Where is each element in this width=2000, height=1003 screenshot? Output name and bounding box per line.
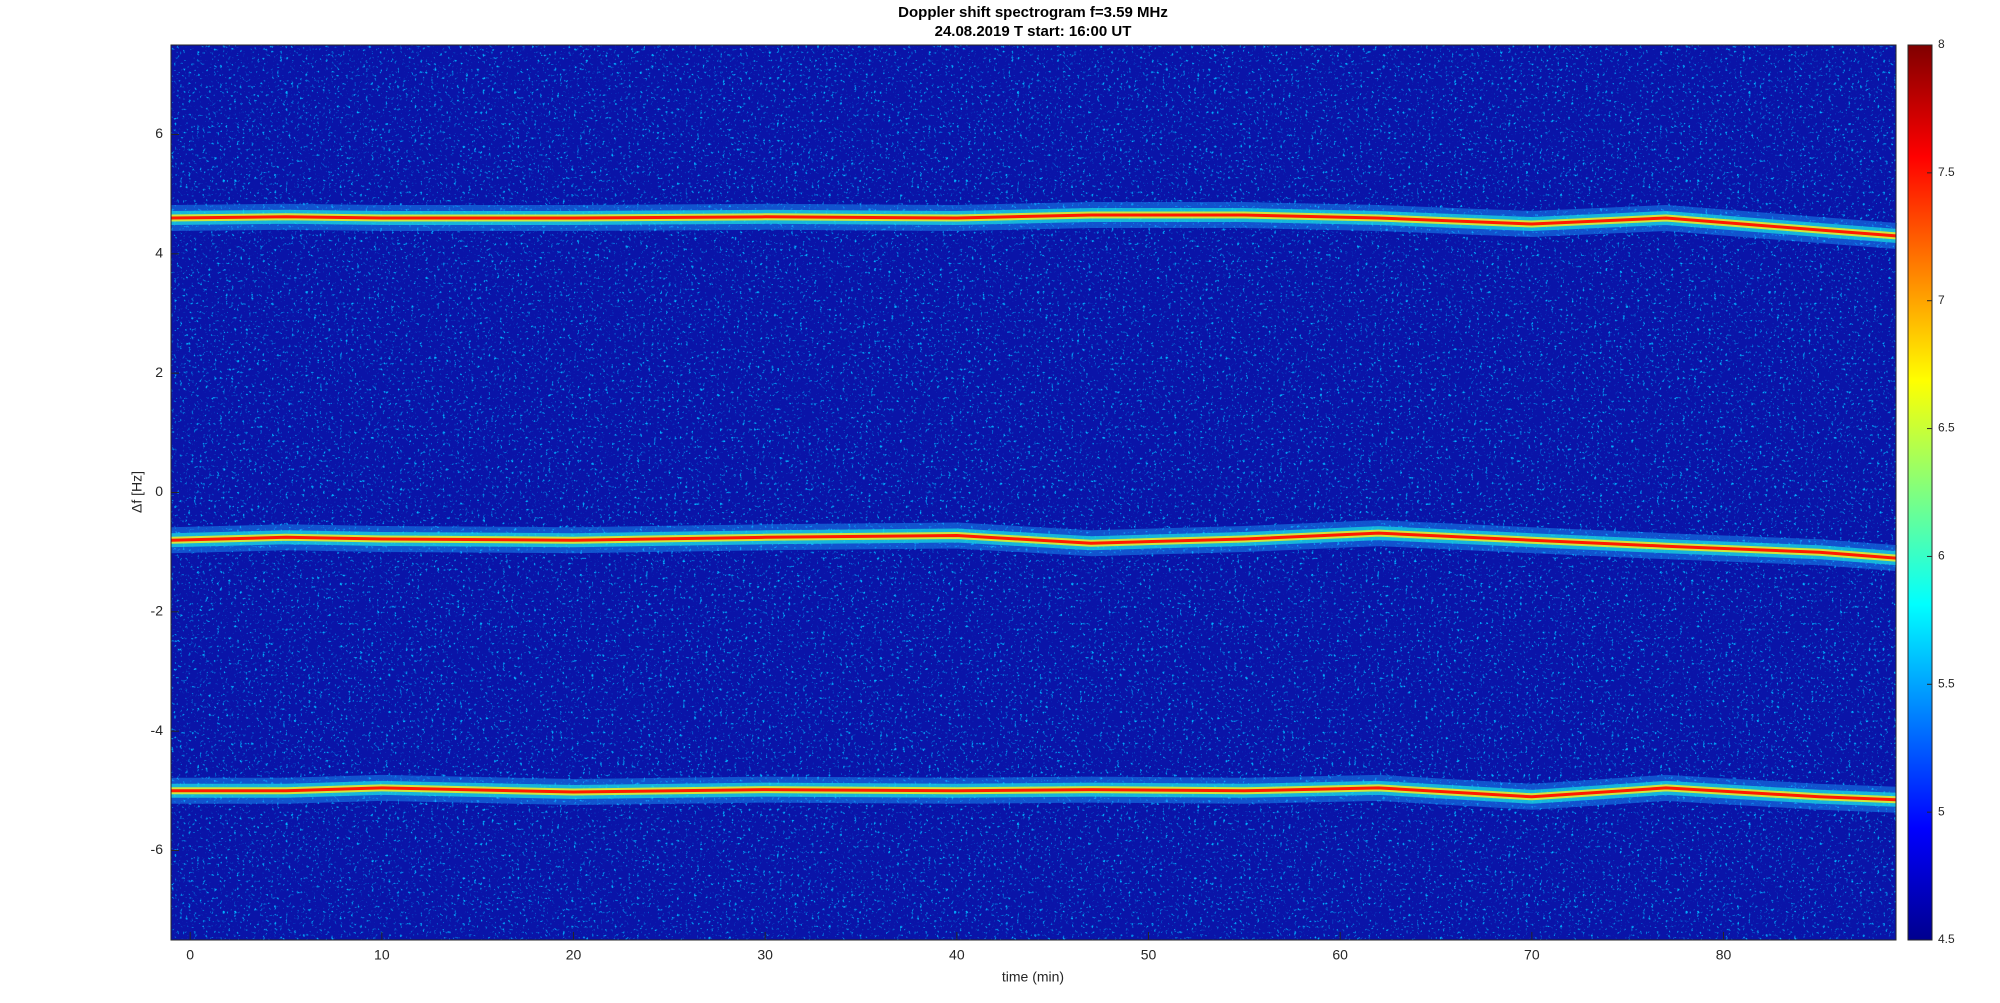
y-tick-label: 4 <box>155 245 163 261</box>
colorbar-tick-label: 6.5 <box>1938 421 1955 435</box>
y-axis-label: Δf [Hz] <box>129 471 145 513</box>
y-tick-label: 0 <box>155 483 163 499</box>
x-tick-label: 30 <box>757 947 773 963</box>
y-tick-label: -2 <box>151 603 164 619</box>
x-tick-label: 0 <box>186 947 194 963</box>
trace <box>170 213 1897 238</box>
x-tick-label: 40 <box>949 947 965 963</box>
x-axis-label: time (min) <box>1002 969 1064 985</box>
noise-texture <box>171 45 1896 940</box>
colorbar-tick-label: 6 <box>1938 549 1945 563</box>
chart-title: Doppler shift spectrogram f=3.59 MHz <box>898 4 1168 21</box>
colorbar <box>1907 44 1933 941</box>
trace <box>171 786 1897 802</box>
x-tick-label: 20 <box>566 947 582 963</box>
x-tick-label: 70 <box>1524 947 1540 963</box>
colorbar-tick-label: 8 <box>1938 37 1945 51</box>
y-tick-label: 6 <box>155 125 163 141</box>
x-tick-label: 10 <box>374 947 390 963</box>
plot-area <box>170 45 1897 940</box>
colorbar-tick-label: 7 <box>1938 293 1945 307</box>
colorbar-tick-label: 5.5 <box>1938 676 1955 690</box>
colorbar-tick-label: 4.5 <box>1938 932 1955 946</box>
trace <box>170 531 1897 560</box>
x-tick-label: 60 <box>1332 947 1348 963</box>
y-tick-label: -4 <box>151 722 164 738</box>
y-tick-label: -6 <box>151 841 164 857</box>
x-tick-label: 80 <box>1716 947 1732 963</box>
colorbar-tick-label: 5 <box>1938 804 1945 818</box>
chart-subtitle: 24.08.2019 T start: 16:00 UT <box>935 23 1132 40</box>
y-tick-label: 2 <box>155 364 163 380</box>
colorbar-tick-label: 7.5 <box>1938 165 1955 179</box>
x-tick-label: 50 <box>1141 947 1157 963</box>
